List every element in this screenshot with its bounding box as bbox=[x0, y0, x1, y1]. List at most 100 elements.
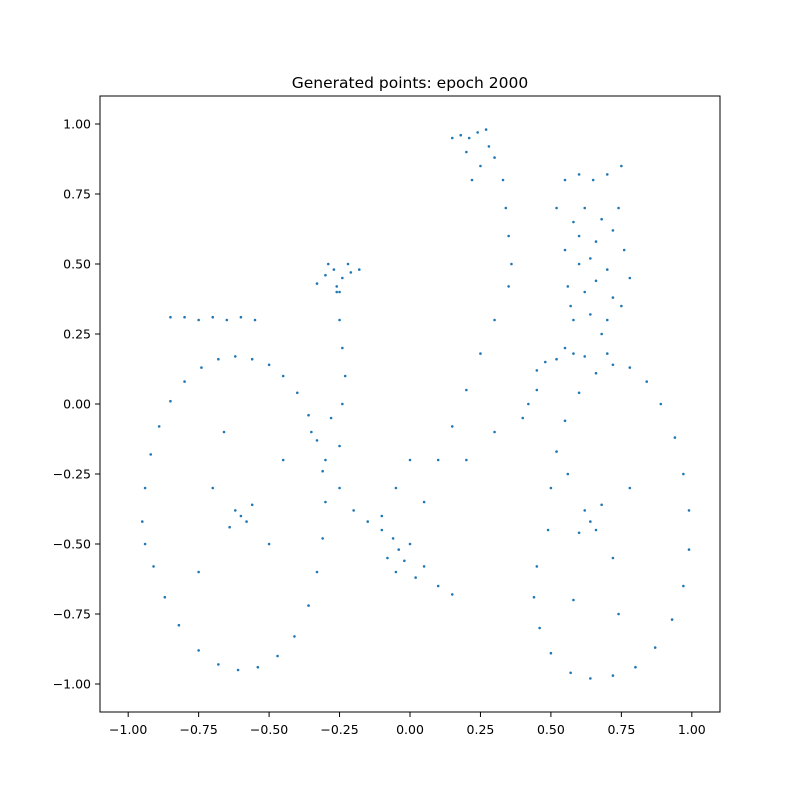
data-point bbox=[563, 346, 567, 350]
data-point bbox=[459, 133, 463, 137]
data-point bbox=[521, 416, 525, 420]
data-point bbox=[250, 357, 254, 361]
data-point bbox=[682, 472, 685, 476]
data-point bbox=[566, 472, 570, 476]
data-point bbox=[670, 618, 674, 621]
data-point bbox=[563, 178, 567, 182]
data-point bbox=[217, 663, 220, 666]
data-point bbox=[233, 509, 237, 512]
data-point bbox=[422, 565, 426, 568]
data-point bbox=[321, 469, 324, 473]
data-point bbox=[589, 677, 592, 680]
data-point bbox=[527, 402, 530, 406]
data-point bbox=[611, 363, 615, 367]
data-point bbox=[687, 548, 691, 551]
data-point bbox=[276, 654, 279, 658]
data-point bbox=[594, 528, 598, 532]
data-point bbox=[535, 369, 539, 372]
data-point bbox=[152, 565, 155, 568]
data-point bbox=[414, 576, 417, 579]
data-point bbox=[326, 262, 330, 266]
data-point bbox=[467, 136, 471, 140]
points-layer bbox=[140, 128, 691, 680]
data-point bbox=[634, 665, 637, 669]
data-point bbox=[324, 458, 327, 462]
x-tick-label: −0.25 bbox=[320, 722, 358, 737]
data-point bbox=[555, 357, 558, 361]
data-point bbox=[600, 503, 603, 507]
data-point bbox=[605, 268, 609, 271]
data-point bbox=[583, 206, 587, 210]
data-point bbox=[338, 290, 341, 294]
data-point bbox=[394, 486, 398, 490]
y-tick-label: 1.00 bbox=[63, 117, 91, 132]
data-point bbox=[338, 486, 341, 490]
data-point bbox=[622, 248, 626, 252]
data-point bbox=[245, 520, 248, 523]
x-tick-label: −1.00 bbox=[109, 722, 147, 737]
data-point bbox=[349, 271, 353, 274]
x-tick-label: 0.50 bbox=[537, 722, 565, 737]
data-point bbox=[507, 285, 510, 288]
data-point bbox=[535, 565, 539, 568]
data-point bbox=[510, 262, 513, 266]
data-point bbox=[628, 366, 632, 369]
axes-frame bbox=[99, 95, 721, 713]
data-point bbox=[572, 220, 575, 224]
data-point bbox=[169, 315, 172, 319]
data-point bbox=[493, 318, 496, 322]
data-point bbox=[250, 503, 254, 507]
data-point bbox=[315, 282, 319, 285]
data-point bbox=[594, 240, 598, 243]
data-point bbox=[391, 537, 395, 540]
data-point bbox=[605, 318, 609, 322]
data-point bbox=[397, 548, 401, 551]
data-point bbox=[611, 674, 615, 677]
data-point bbox=[281, 458, 285, 462]
data-point bbox=[324, 273, 327, 277]
data-point bbox=[163, 595, 167, 599]
data-point bbox=[335, 285, 339, 288]
data-point bbox=[546, 528, 550, 532]
data-point bbox=[583, 509, 587, 512]
data-point bbox=[611, 229, 615, 232]
data-point bbox=[236, 668, 240, 672]
data-point bbox=[628, 276, 632, 280]
data-point bbox=[197, 318, 200, 322]
data-point bbox=[589, 257, 592, 260]
data-point bbox=[324, 500, 327, 504]
data-point bbox=[600, 332, 603, 336]
data-point bbox=[256, 665, 260, 669]
data-point bbox=[169, 399, 172, 403]
x-axis: −1.00 −0.75 −0.50 −0.25 0.00 0.25 0.50 0.75 1.00 bbox=[109, 712, 706, 737]
data-point bbox=[577, 173, 581, 176]
data-point bbox=[450, 136, 454, 140]
data-point bbox=[617, 206, 620, 210]
data-point bbox=[307, 604, 310, 607]
data-point bbox=[341, 402, 344, 406]
data-point bbox=[217, 357, 220, 361]
data-point bbox=[380, 514, 384, 518]
data-point bbox=[346, 262, 350, 266]
data-point bbox=[577, 391, 581, 395]
y-tick-label: 0.75 bbox=[63, 187, 91, 202]
data-point bbox=[583, 290, 587, 294]
data-point bbox=[504, 206, 508, 210]
data-point bbox=[197, 570, 200, 574]
data-point bbox=[583, 355, 587, 358]
data-point bbox=[572, 318, 575, 322]
data-point bbox=[682, 584, 685, 588]
data-point bbox=[501, 178, 505, 182]
data-point bbox=[436, 458, 440, 462]
data-point bbox=[357, 268, 361, 271]
data-point bbox=[332, 268, 336, 271]
data-point bbox=[315, 439, 319, 442]
data-point bbox=[543, 360, 547, 364]
data-point bbox=[281, 374, 285, 378]
data-point bbox=[479, 352, 482, 355]
data-point bbox=[143, 486, 147, 490]
data-point bbox=[470, 178, 474, 182]
data-point bbox=[549, 486, 553, 490]
data-point bbox=[422, 500, 426, 504]
y-tick-label: 0.25 bbox=[63, 327, 91, 342]
